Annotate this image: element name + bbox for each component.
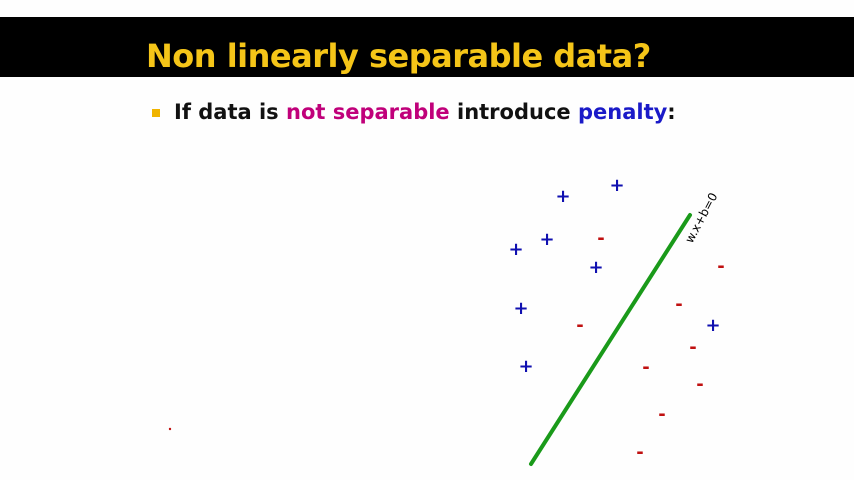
- minus-point: -: [576, 315, 583, 336]
- minus-point: -: [642, 357, 649, 378]
- bullet-middle: introduce: [449, 100, 578, 124]
- data-points: +++ +++++---------: [508, 175, 724, 463]
- minus-point: -: [675, 294, 682, 315]
- bullet-text: If data is not separable introduce penal…: [174, 100, 676, 124]
- bullet-item: If data is not separable introduce penal…: [152, 100, 676, 124]
- minus-point: -: [717, 256, 724, 277]
- plus-point: +: [588, 257, 603, 278]
- plus-point: +: [518, 356, 533, 377]
- bullet-square-icon: [152, 109, 160, 117]
- minus-point: -: [658, 404, 665, 425]
- title-bar: Non linearly separable data?: [0, 17, 854, 77]
- minus-point: -: [636, 442, 643, 463]
- separating-hyperplane-line: [529, 213, 692, 466]
- minus-point: -: [696, 374, 703, 395]
- plus-point: +: [705, 315, 720, 336]
- stray-dot: [168, 427, 172, 431]
- minus-point: -: [597, 228, 604, 249]
- bullet-highlight-not-separable: not separable: [286, 100, 450, 124]
- bullet-highlight-penalty: penalty: [577, 100, 668, 124]
- plus-point: +: [609, 175, 624, 196]
- bullet-prefix: If data is: [174, 100, 286, 124]
- plus-point: +: [513, 298, 528, 319]
- plus-point: +: [555, 186, 570, 207]
- bullet-suffix: :: [667, 100, 676, 124]
- minus-point: -: [689, 337, 696, 358]
- slide-title: Non linearly separable data?: [146, 37, 651, 75]
- plus-point: +: [539, 229, 554, 250]
- plus-point: +: [508, 239, 523, 260]
